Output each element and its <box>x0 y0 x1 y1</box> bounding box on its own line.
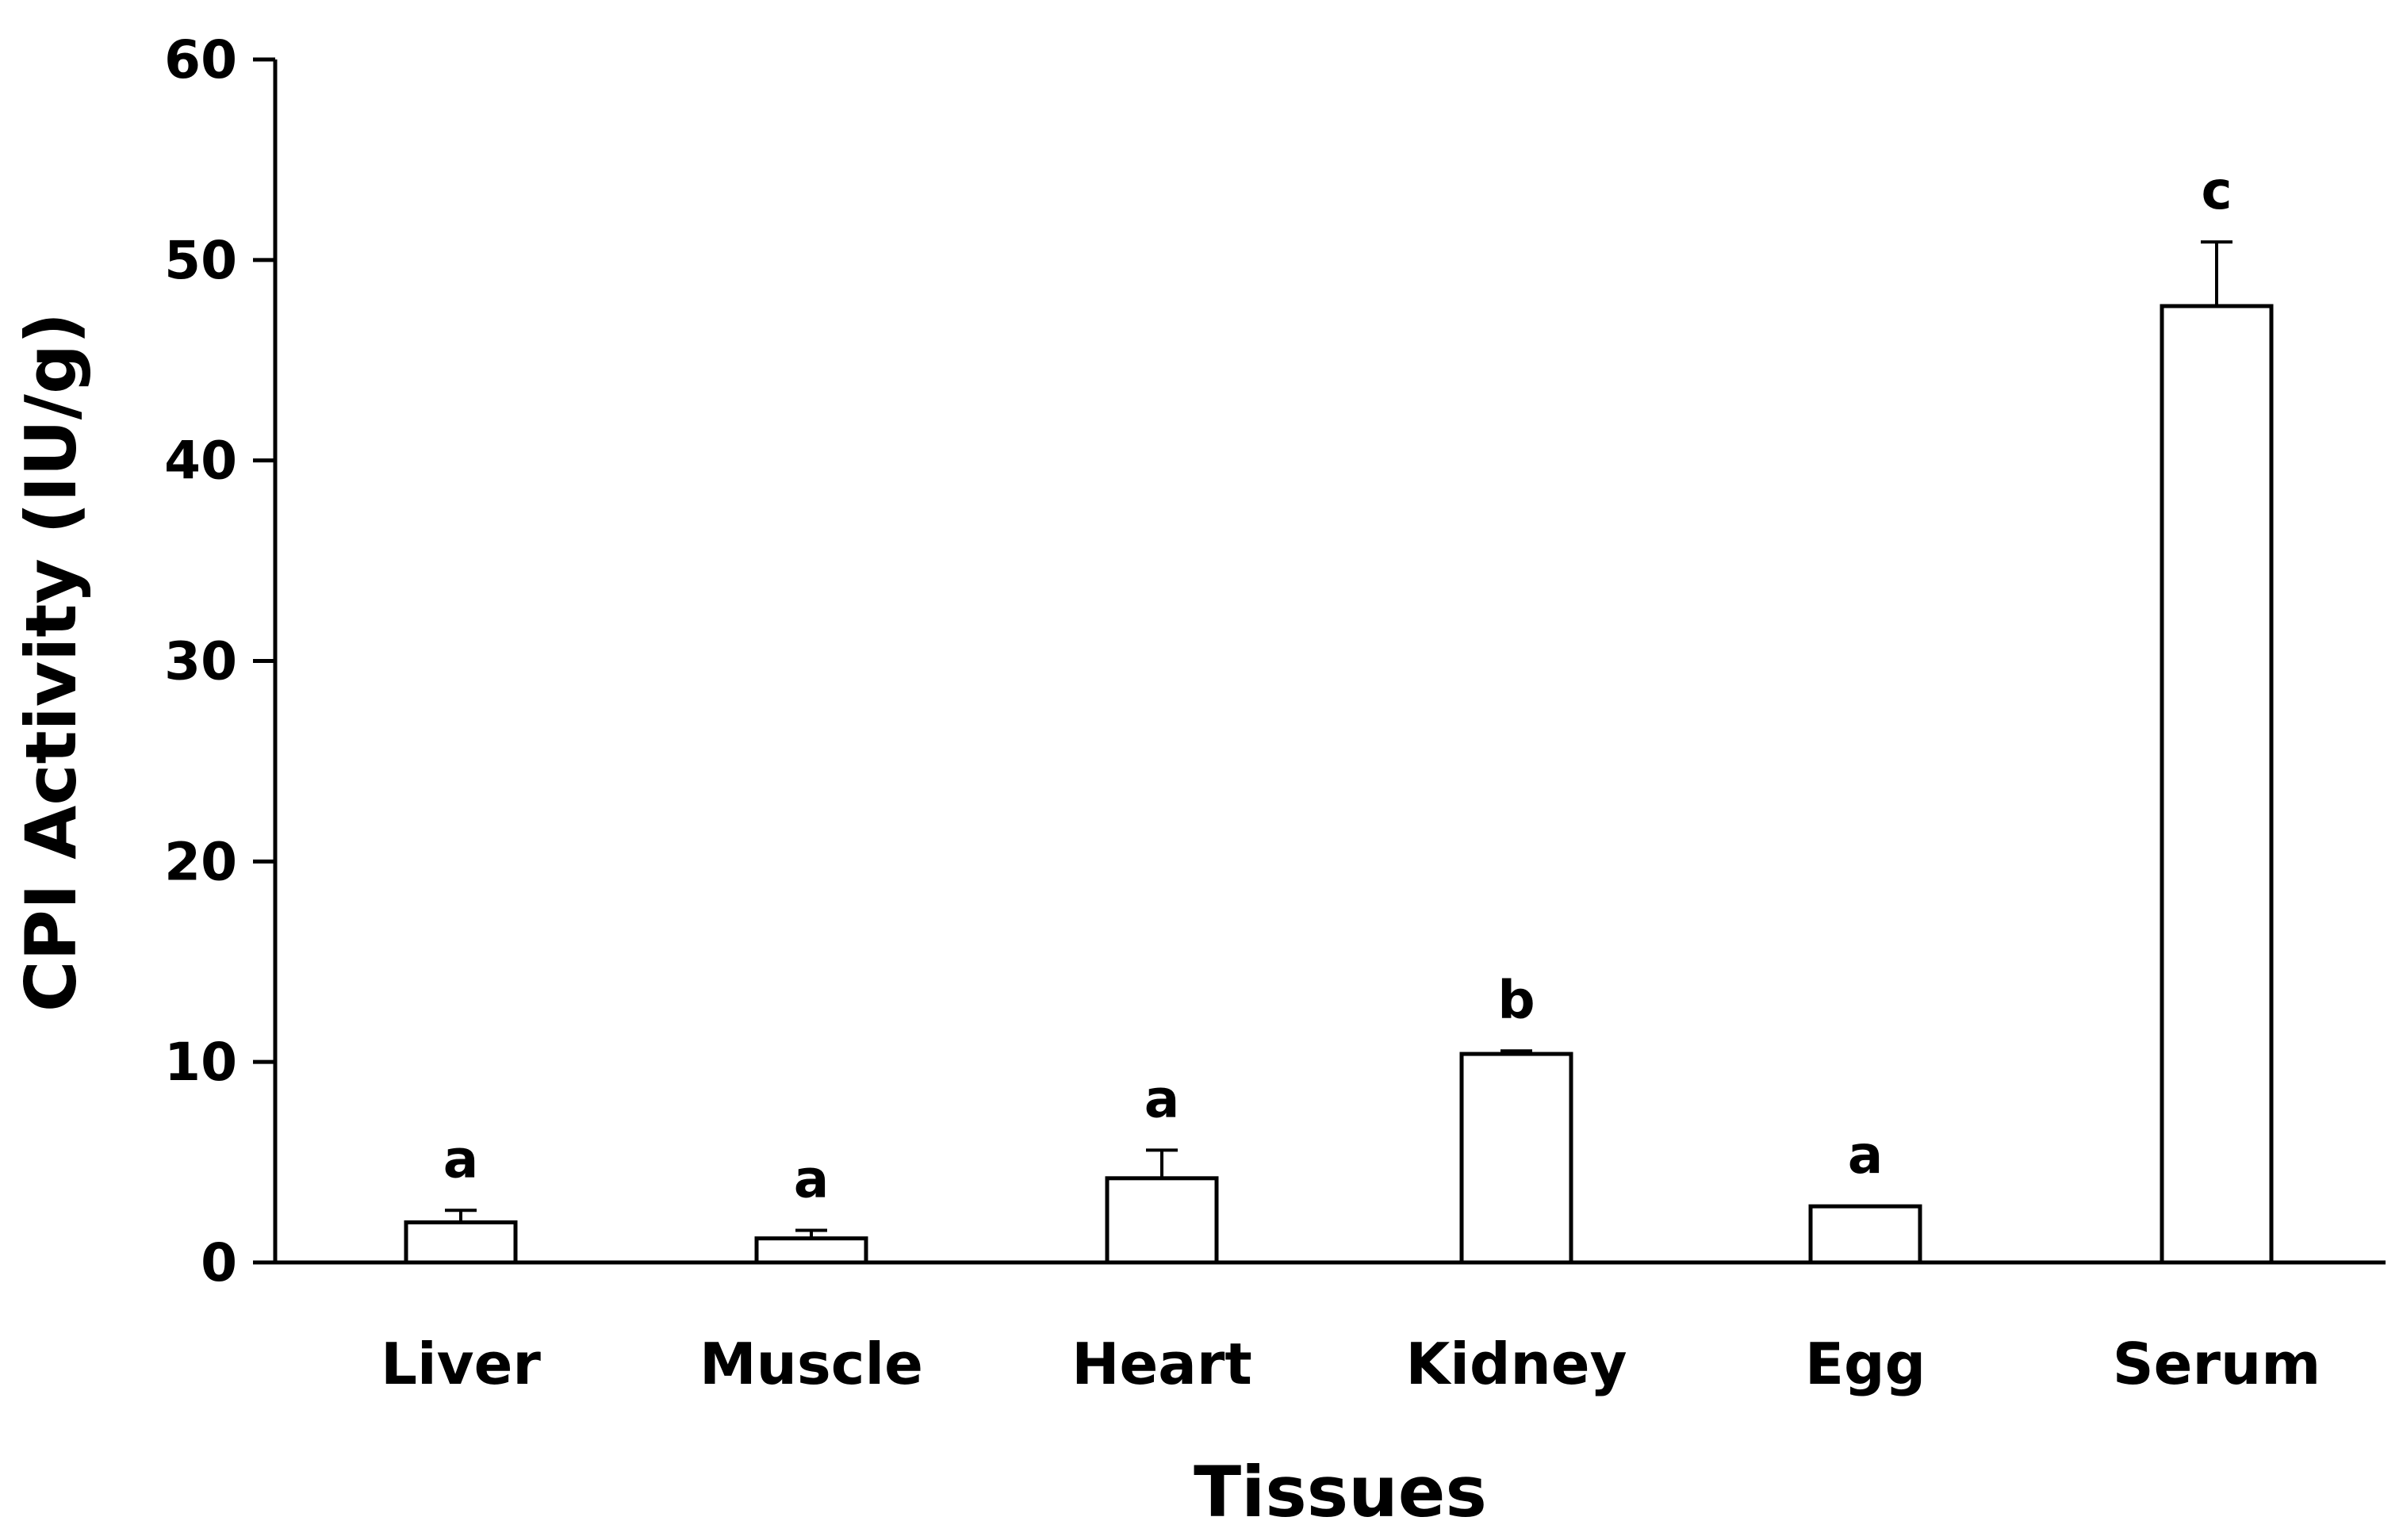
category-label-serum: Serum <box>2113 1331 2321 1397</box>
error-bars-layer <box>445 240 2232 1239</box>
y-tick-label: 20 <box>164 831 237 892</box>
significance-label-muscle: a <box>794 1149 830 1210</box>
significance-label-serum: c <box>2201 160 2232 221</box>
y-tick-label: 0 <box>201 1232 237 1293</box>
y-tick-label: 60 <box>164 29 237 90</box>
significance-label-egg: a <box>1848 1124 1884 1186</box>
bar-liver <box>404 1220 518 1265</box>
significance-labels-layer: a a a b a c <box>443 160 2232 1209</box>
y-ticks-layer: 0 10 20 30 40 50 60 <box>164 29 275 1293</box>
y-tick-label: 40 <box>164 431 237 492</box>
x-axis-title: Tissues <box>1194 1451 1487 1533</box>
y-tick-label: 30 <box>164 631 237 692</box>
category-label-egg: Egg <box>1805 1331 1926 1397</box>
significance-label-kidney: b <box>1497 969 1535 1030</box>
y-axis-title: CPI Activity (IU/g) <box>10 312 92 1012</box>
bar-kidney <box>1459 1052 1573 1265</box>
bar-egg <box>1808 1204 1922 1265</box>
bar-muscle <box>754 1236 868 1265</box>
y-tick-label: 50 <box>164 230 237 291</box>
bar-heart <box>1105 1176 1219 1265</box>
category-label-kidney: Kidney <box>1405 1331 1627 1397</box>
axes-layer <box>273 59 2386 1265</box>
category-labels-layer: Liver Muscle Heart Kidney Egg Serum <box>381 1331 2321 1397</box>
significance-label-liver: a <box>443 1128 479 1189</box>
category-label-heart: Heart <box>1071 1331 1252 1397</box>
category-label-liver: Liver <box>381 1331 541 1397</box>
category-label-muscle: Muscle <box>699 1331 923 1397</box>
significance-label-heart: a <box>1144 1068 1180 1129</box>
bar-serum <box>2160 304 2274 1265</box>
y-tick-label: 10 <box>164 1032 237 1093</box>
bars-layer <box>404 304 2274 1265</box>
